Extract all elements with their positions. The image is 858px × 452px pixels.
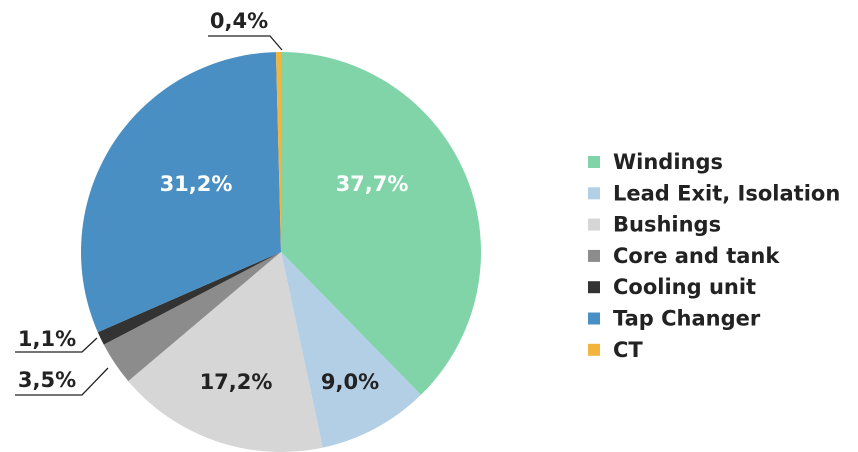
leader-line: [15, 337, 98, 353]
slice-label: 3,5%: [18, 368, 76, 392]
legend-swatch: [588, 218, 600, 231]
leader-line: [15, 367, 109, 396]
pie-slice: [281, 252, 421, 448]
slice-label: 37,7%: [336, 172, 409, 196]
legend-label: CT: [613, 338, 643, 362]
slice-label: 17,2%: [200, 370, 273, 394]
legend-label: Lead Exit, Isolation: [613, 181, 840, 205]
legend-swatch: [588, 249, 600, 262]
legend-swatch: [588, 312, 600, 325]
pie-slice: [128, 252, 323, 452]
pie-slice: [103, 252, 282, 382]
pie-slice: [81, 52, 282, 333]
legend-swatch: [588, 156, 600, 168]
legend-label: Cooling unit: [613, 275, 756, 299]
slice-label: 31,2%: [160, 172, 233, 196]
legend-label: Windings: [613, 150, 723, 174]
pie-slice: [97, 252, 281, 345]
legend-label: Bushings: [613, 213, 721, 237]
legend-swatch: [588, 343, 600, 356]
slice-label: 9,0%: [321, 370, 379, 394]
leader-line: [208, 35, 283, 51]
pie-slice: [281, 52, 481, 395]
legend-label: Core and tank: [613, 244, 780, 268]
legend-swatch: [588, 281, 600, 294]
pie-slice: [275, 52, 281, 252]
slice-label: 1,1%: [18, 327, 76, 351]
legend-label: Tap Changer: [613, 307, 761, 331]
slice-label: 0,4%: [210, 9, 268, 33]
legend-swatch: [588, 187, 600, 200]
